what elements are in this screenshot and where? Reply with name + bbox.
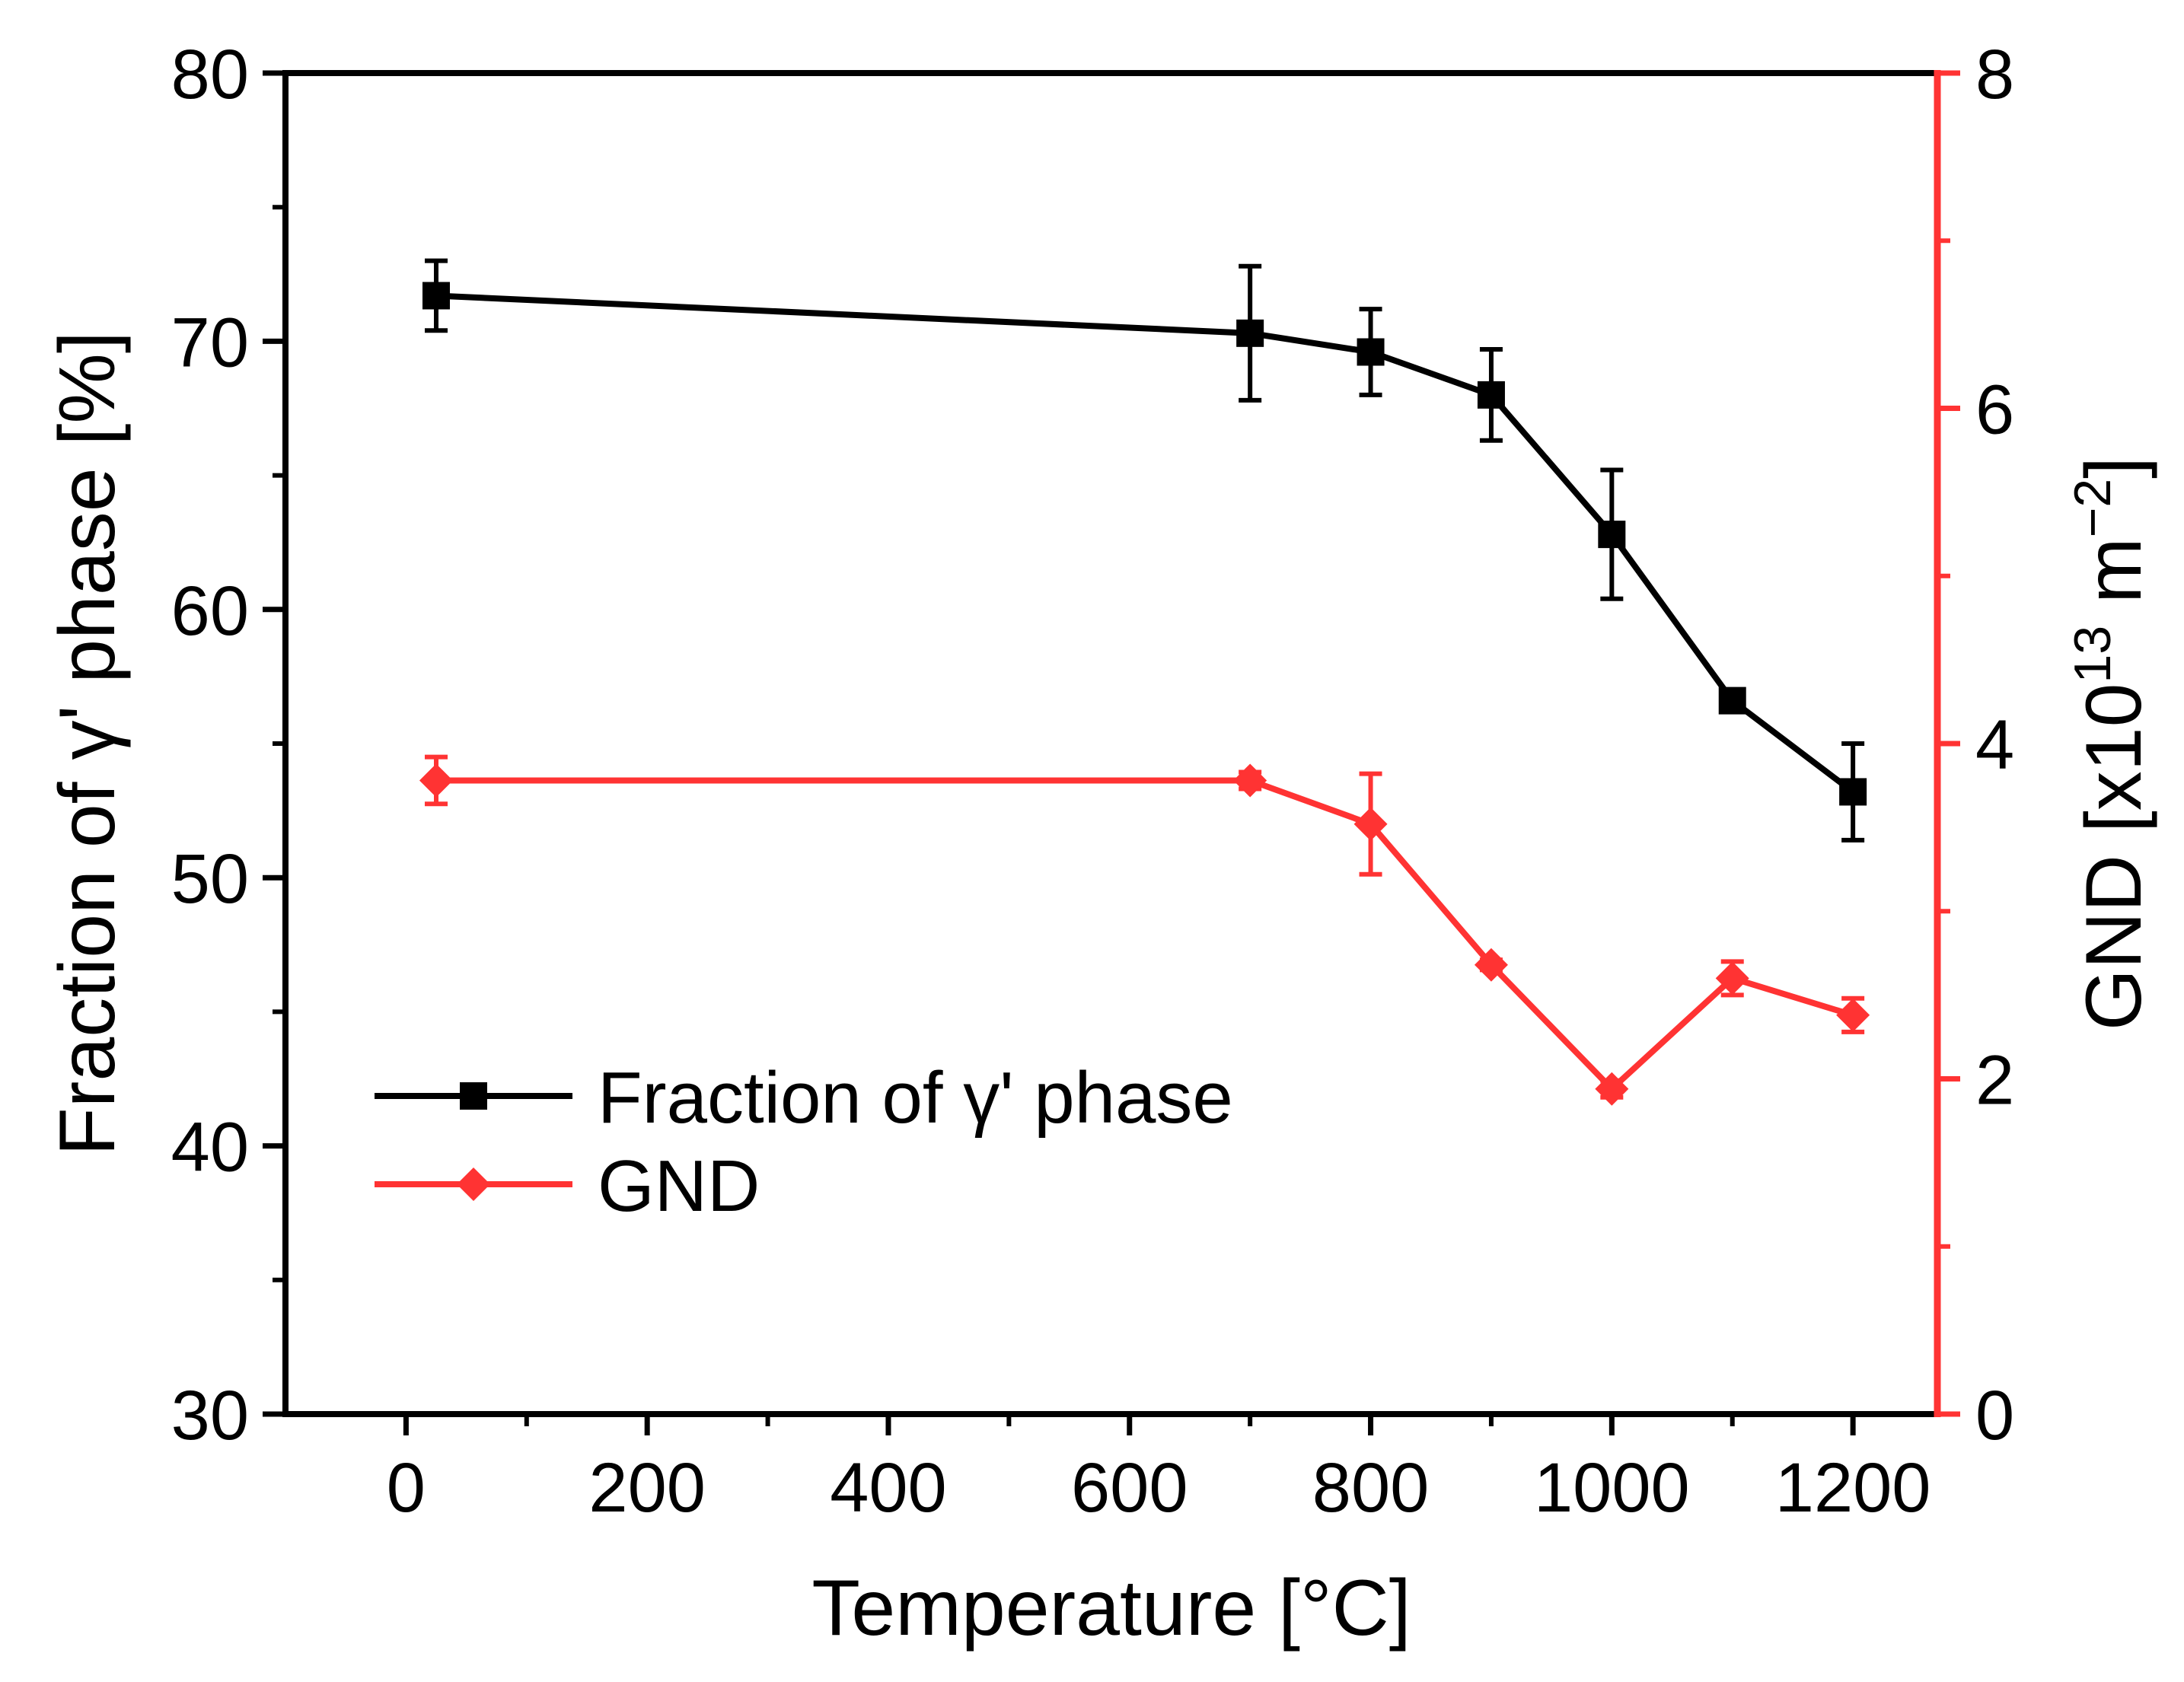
data-point: [1233, 763, 1267, 798]
data-point: [1718, 686, 1746, 715]
data-point: [1598, 521, 1626, 549]
x-tick-label: 400: [830, 1449, 947, 1527]
y2-axis-label-exponent: 13: [2064, 626, 2122, 683]
y2-axis-label-unit: m: [2070, 537, 2158, 626]
x-tick-label: 800: [1312, 1449, 1430, 1527]
legend-marker: [457, 1168, 490, 1201]
y-tick-label: 70: [171, 304, 249, 381]
series-layer: [419, 258, 1870, 1106]
series-gnd: [419, 754, 1870, 1106]
y2-tick-label: 2: [1975, 1042, 2014, 1120]
y2-axis-label: GND [x1013 m−2]: [2064, 457, 2158, 1031]
x-tick-label: 0: [387, 1449, 426, 1527]
y2-axis-label-close: ]: [2070, 457, 2158, 479]
data-point: [1839, 778, 1867, 806]
legend-label: GND: [598, 1145, 760, 1227]
y-axis-label: Fraction of γ' phase [%]: [43, 331, 132, 1155]
x-tick-label: 200: [588, 1449, 706, 1527]
y2-axis-label-unit-exponent: −2: [2064, 479, 2122, 538]
y-tick-label: 40: [171, 1109, 249, 1187]
y2-tick-label: 4: [1975, 706, 2014, 784]
series-fraction: [422, 258, 1867, 843]
data-point: [1353, 807, 1388, 841]
x-tick-label: 1000: [1534, 1449, 1690, 1527]
y2-tick-label: 6: [1975, 371, 2014, 449]
data-point: [1236, 319, 1264, 347]
x-axis-label: Temperature [°C]: [811, 1564, 1411, 1652]
x-tick-label: 600: [1071, 1449, 1188, 1527]
y2-tick-label: 0: [1975, 1377, 2014, 1454]
y-tick-label: 60: [171, 572, 249, 650]
data-point: [1836, 998, 1870, 1032]
series-line: [435, 777, 1854, 1092]
data-point: [1474, 948, 1508, 982]
y2-tick-label: 8: [1975, 36, 2014, 113]
series-line: [435, 292, 1855, 795]
y2-axis-label-main: GND [x10: [2070, 683, 2158, 1031]
x-tick-label: 1200: [1775, 1449, 1931, 1527]
legend-label: Fraction of γ' phase: [598, 1057, 1233, 1139]
y-tick-label: 50: [171, 840, 249, 918]
y-tick-label: 80: [171, 36, 249, 113]
plot-frame: [282, 70, 1940, 1417]
data-point: [1595, 1072, 1629, 1106]
data-point: [1715, 961, 1749, 996]
data-point: [422, 282, 450, 310]
legend-marker: [460, 1082, 487, 1110]
data-point: [419, 763, 453, 798]
data-point: [1357, 338, 1385, 366]
y-tick-label: 30: [171, 1377, 249, 1454]
data-point: [1477, 381, 1505, 409]
